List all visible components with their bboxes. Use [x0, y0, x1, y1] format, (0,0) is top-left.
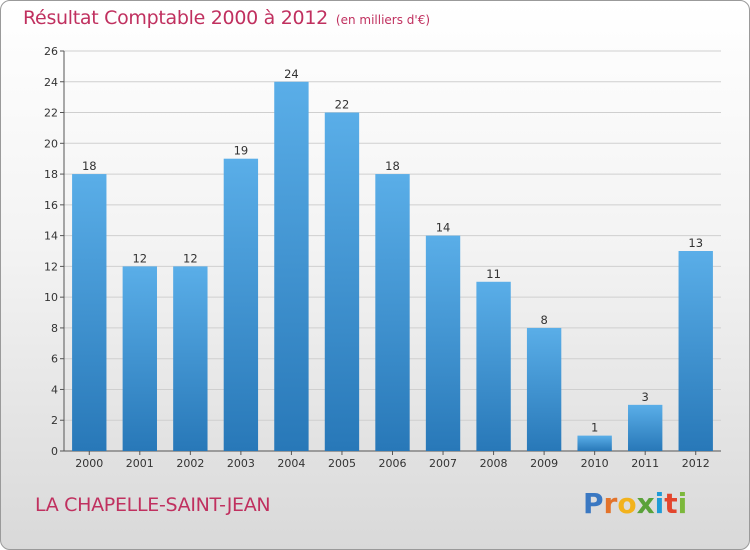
bar	[628, 404, 663, 451]
x-tick-label: 2005	[328, 457, 356, 470]
bar	[375, 174, 410, 452]
bar-value-label: 8	[540, 313, 547, 327]
logo-letter: x	[636, 487, 655, 520]
bar	[324, 112, 360, 452]
y-tick-label: 12	[44, 260, 58, 273]
proxiti-logo: Proxiti	[583, 487, 687, 520]
chart-title: Résultat Comptable 2000 à 2012	[23, 7, 328, 29]
x-tick-label: 2001	[126, 457, 154, 470]
bar	[678, 251, 713, 451]
x-tick-label: 2003	[227, 457, 255, 470]
y-tick-label: 26	[44, 45, 58, 58]
bar-value-label: 18	[82, 159, 97, 173]
bar-value-label: 19	[234, 144, 249, 158]
bar	[223, 158, 259, 451]
title-row: Résultat Comptable 2000 à 2012 (en millie…	[23, 7, 430, 29]
bar-value-label: 12	[183, 251, 198, 265]
x-tick-label: 2009	[530, 457, 558, 470]
bar	[425, 235, 461, 451]
bar-value-label: 12	[132, 251, 147, 265]
logo-letter: P	[583, 487, 604, 520]
x-tick-label: 2000	[75, 457, 103, 470]
bar-value-label: 24	[284, 67, 299, 81]
y-tick-label: 8	[51, 322, 58, 335]
x-tick-label: 2004	[277, 457, 305, 470]
x-tick-label: 2010	[581, 457, 609, 470]
y-tick-label: 18	[44, 168, 58, 181]
bar	[72, 174, 107, 452]
y-tick-label: 22	[44, 107, 58, 120]
y-tick-label: 4	[51, 383, 58, 396]
bar-value-label: 1	[591, 421, 598, 435]
bar	[577, 435, 612, 451]
bar	[526, 327, 562, 451]
x-tick-label: 2008	[480, 457, 508, 470]
y-tick-label: 6	[51, 353, 58, 366]
logo-letter: o	[617, 487, 637, 520]
y-tick-label: 16	[44, 199, 58, 212]
y-tick-label: 20	[44, 137, 58, 150]
logo-letter: i	[654, 487, 665, 520]
bar-value-label: 22	[335, 98, 350, 112]
bar-value-label: 11	[486, 267, 501, 281]
bar-value-label: 18	[385, 159, 400, 173]
logo-letter: t	[664, 487, 678, 520]
y-tick-label: 10	[44, 291, 58, 304]
bar-value-label: 14	[436, 221, 451, 235]
bar	[274, 81, 309, 452]
bar-value-label: 13	[688, 236, 703, 250]
bar	[476, 281, 511, 451]
bar-value-label: 3	[642, 390, 649, 404]
x-tick-label: 2002	[176, 457, 204, 470]
x-tick-label: 2006	[379, 457, 407, 470]
y-tick-label: 24	[44, 76, 58, 89]
logo-letter: i	[677, 487, 688, 520]
logo-letter: r	[603, 487, 618, 520]
x-tick-label: 2007	[429, 457, 457, 470]
y-tick-label: 2	[51, 414, 58, 427]
y-tick-label: 0	[51, 445, 58, 458]
place-name: LA CHAPELLE-SAINT-JEAN	[35, 494, 271, 516]
bar	[173, 266, 208, 451]
x-tick-label: 2012	[682, 457, 710, 470]
chart-subtitle: (en milliers d'€)	[335, 13, 431, 27]
x-tick-label: 2011	[631, 457, 659, 470]
bar	[122, 266, 157, 451]
y-tick-label: 14	[44, 230, 58, 243]
